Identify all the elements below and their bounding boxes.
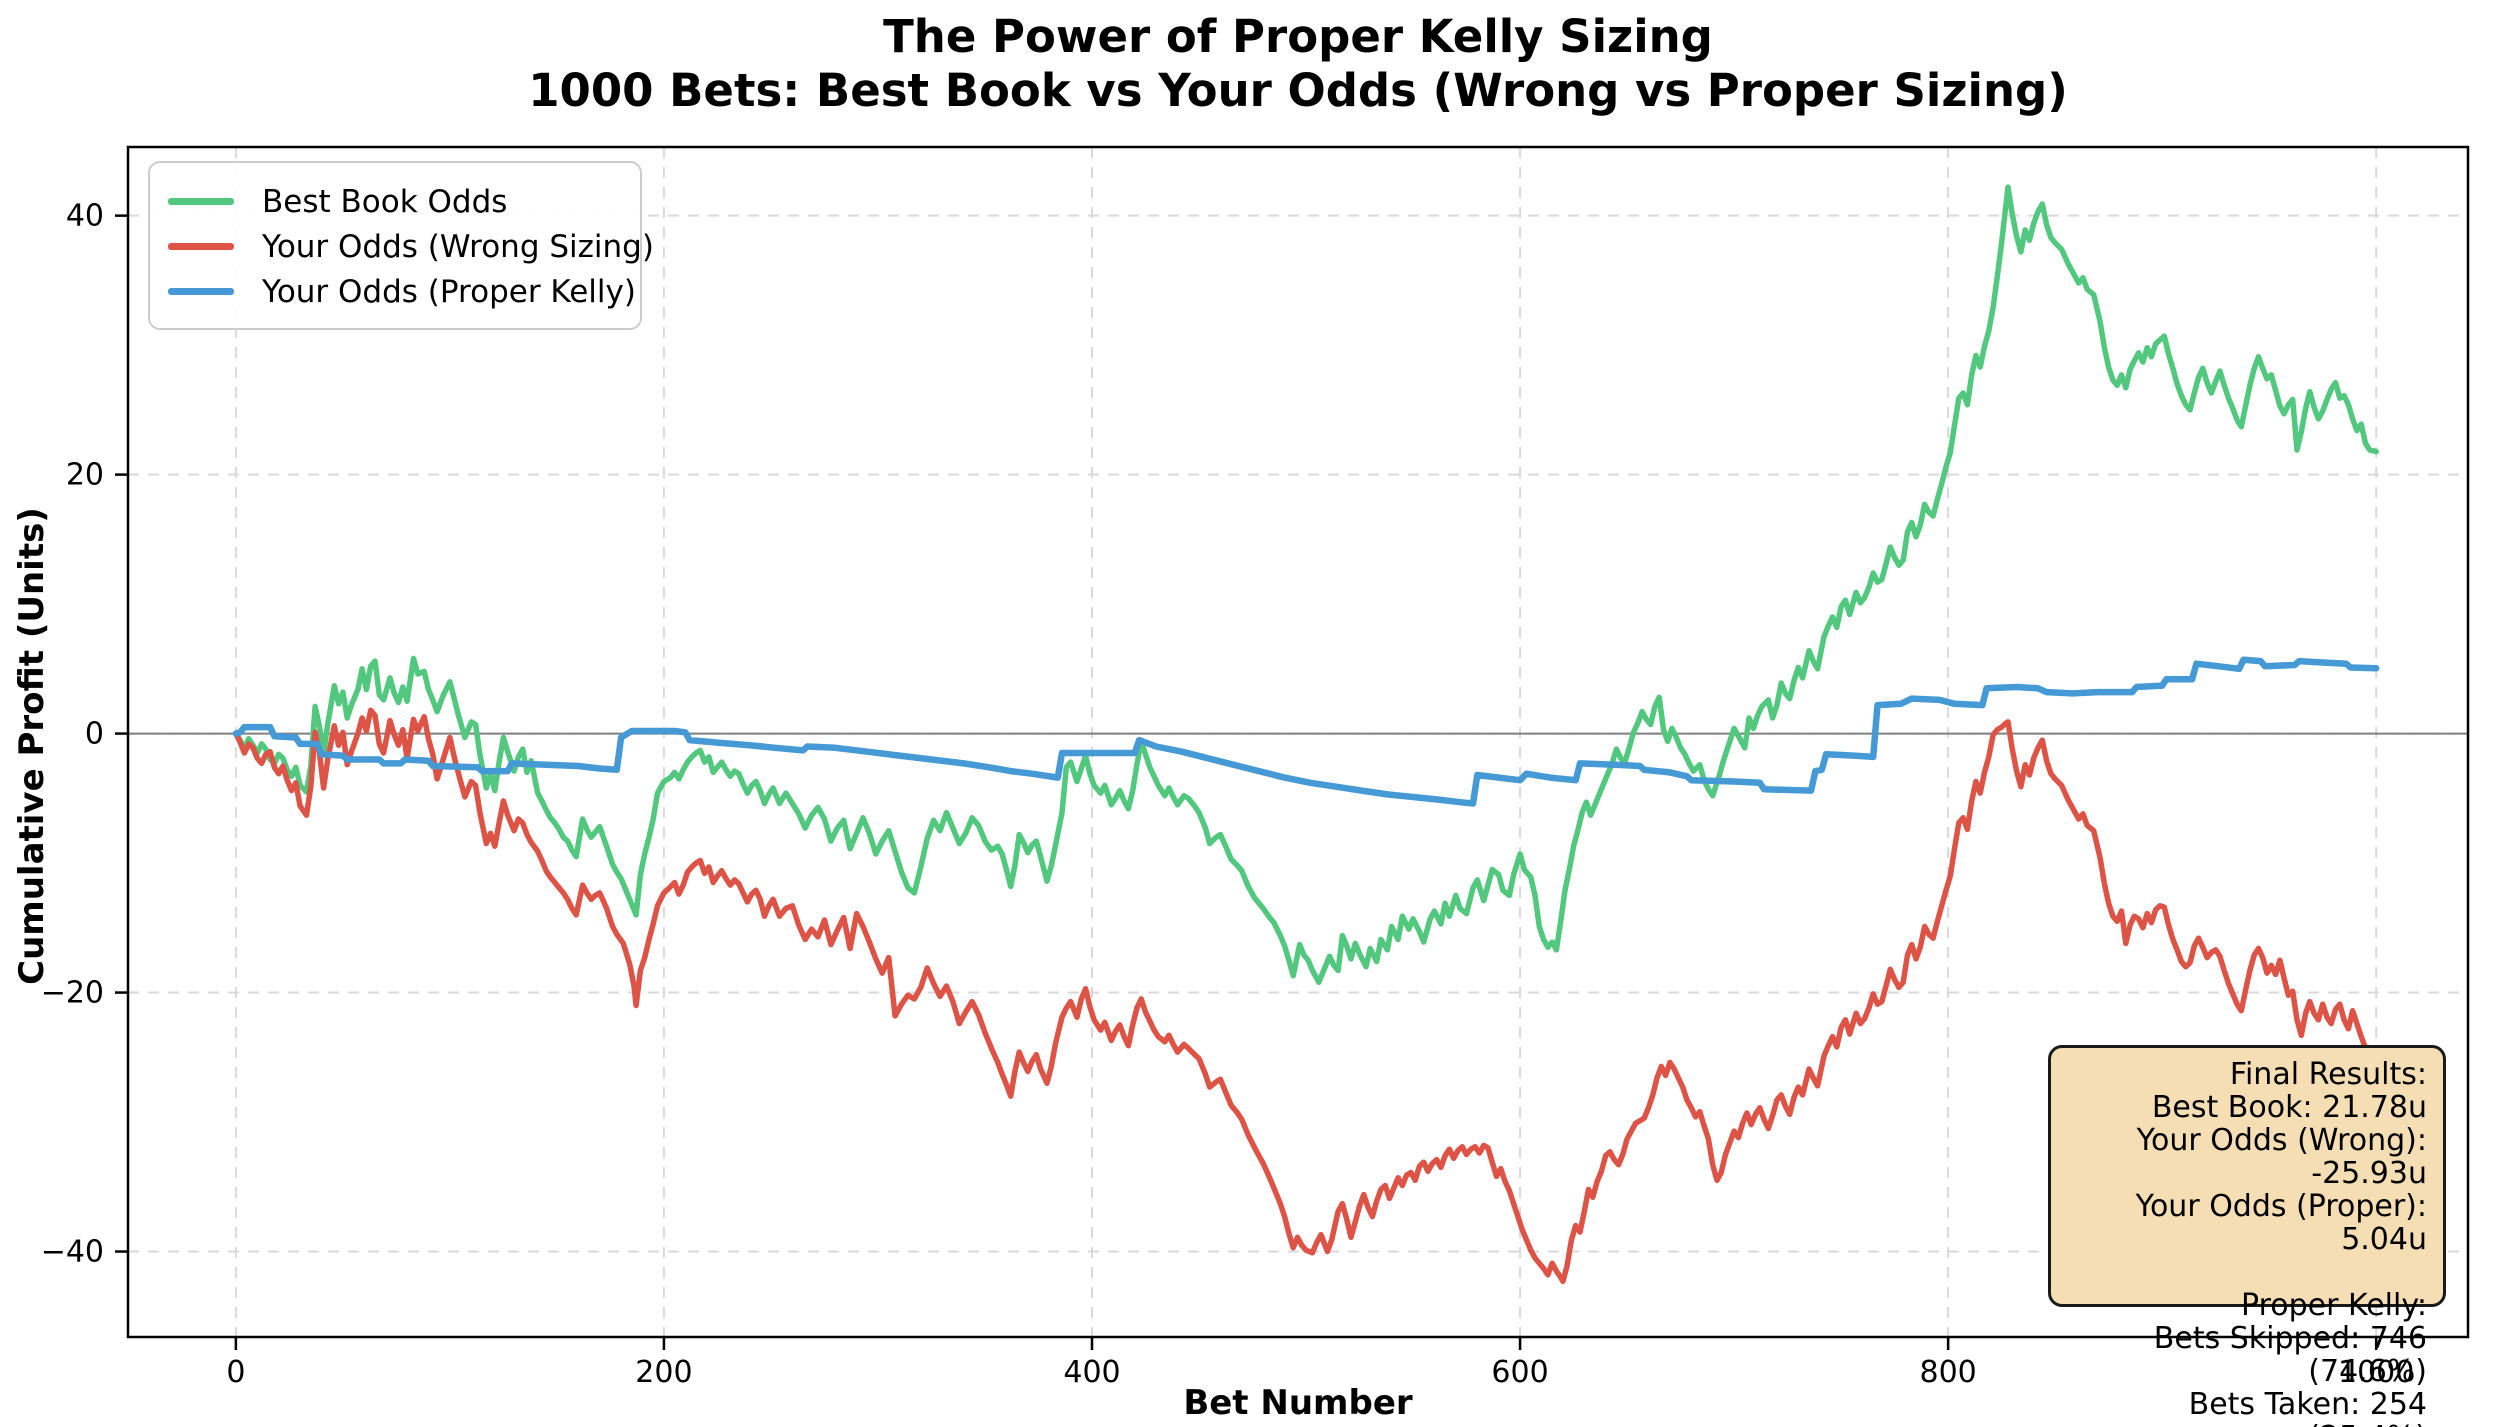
x-tick-label: 0 bbox=[226, 1355, 245, 1390]
legend-item-wrong_sizing: Your Odds (Wrong Sizing) bbox=[168, 224, 654, 269]
results-line: Best Book: 21.78u bbox=[2151, 1090, 2427, 1125]
y-axis-label: Cumulative Profit (Units) bbox=[12, 507, 52, 985]
legend-label: Your Odds (Wrong Sizing) bbox=[262, 228, 654, 265]
y-tick-label: 0 bbox=[85, 717, 104, 752]
plot-border bbox=[126, 145, 2470, 1339]
results-line: Bets Skipped: 746 (74.6%) bbox=[2153, 1321, 2427, 1389]
legend-item-best_book: Best Book Odds bbox=[168, 179, 620, 224]
x-tick-label: 400 bbox=[1063, 1355, 1120, 1390]
chart-title-line1: The Power of Proper Kelly Sizing bbox=[883, 10, 1713, 63]
results-line: Bets Taken: 254 (25.4%) bbox=[2188, 1387, 2427, 1427]
chart-title: The Power of Proper Kelly Sizing 1000 Be… bbox=[128, 10, 2468, 118]
y-tick-label: −40 bbox=[41, 1235, 104, 1270]
x-axis-label: Bet Number bbox=[1183, 1383, 1413, 1423]
legend-swatch-proper_kelly bbox=[168, 288, 234, 295]
results-box: Final Results: Best Book: 21.78u Your Odds… bbox=[2048, 1045, 2446, 1427]
x-tick-label: 1000 bbox=[2338, 1355, 2414, 1390]
legend: Best Book Odds Your Odds (Wrong Sizing) Yo… bbox=[148, 161, 654, 330]
series-line-wrong_sizing bbox=[233, 707, 2379, 1285]
x-tick-label: 200 bbox=[635, 1355, 692, 1390]
results-line: Proper Kelly: bbox=[2241, 1288, 2427, 1323]
y-tick-label: 40 bbox=[66, 199, 104, 234]
legend-label: Best Book Odds bbox=[262, 183, 508, 220]
legend-item-proper_kelly: Your Odds (Proper Kelly) bbox=[168, 269, 636, 314]
y-tick-label: 20 bbox=[66, 458, 104, 493]
series-line-best_book bbox=[233, 184, 2379, 985]
x-tick-label: 600 bbox=[1491, 1355, 1548, 1390]
legend-swatch-wrong_sizing bbox=[168, 243, 234, 250]
results-spacer bbox=[2061, 1256, 2427, 1289]
legend-label: Your Odds (Proper Kelly) bbox=[262, 273, 636, 310]
legend-swatch-best_book bbox=[168, 198, 234, 205]
results-line: Final Results: bbox=[2229, 1057, 2427, 1092]
chart-title-line2: 1000 Bets: Best Book vs Your Odds (Wrong… bbox=[528, 64, 2068, 117]
series-line-proper_kelly bbox=[232, 656, 2380, 807]
x-tick-label: 800 bbox=[1919, 1355, 1976, 1390]
results-line: Your Odds (Proper): 5.04u bbox=[2135, 1189, 2427, 1257]
results-line: Your Odds (Wrong): -25.93u bbox=[2136, 1123, 2427, 1191]
y-tick-label: −20 bbox=[41, 976, 104, 1011]
